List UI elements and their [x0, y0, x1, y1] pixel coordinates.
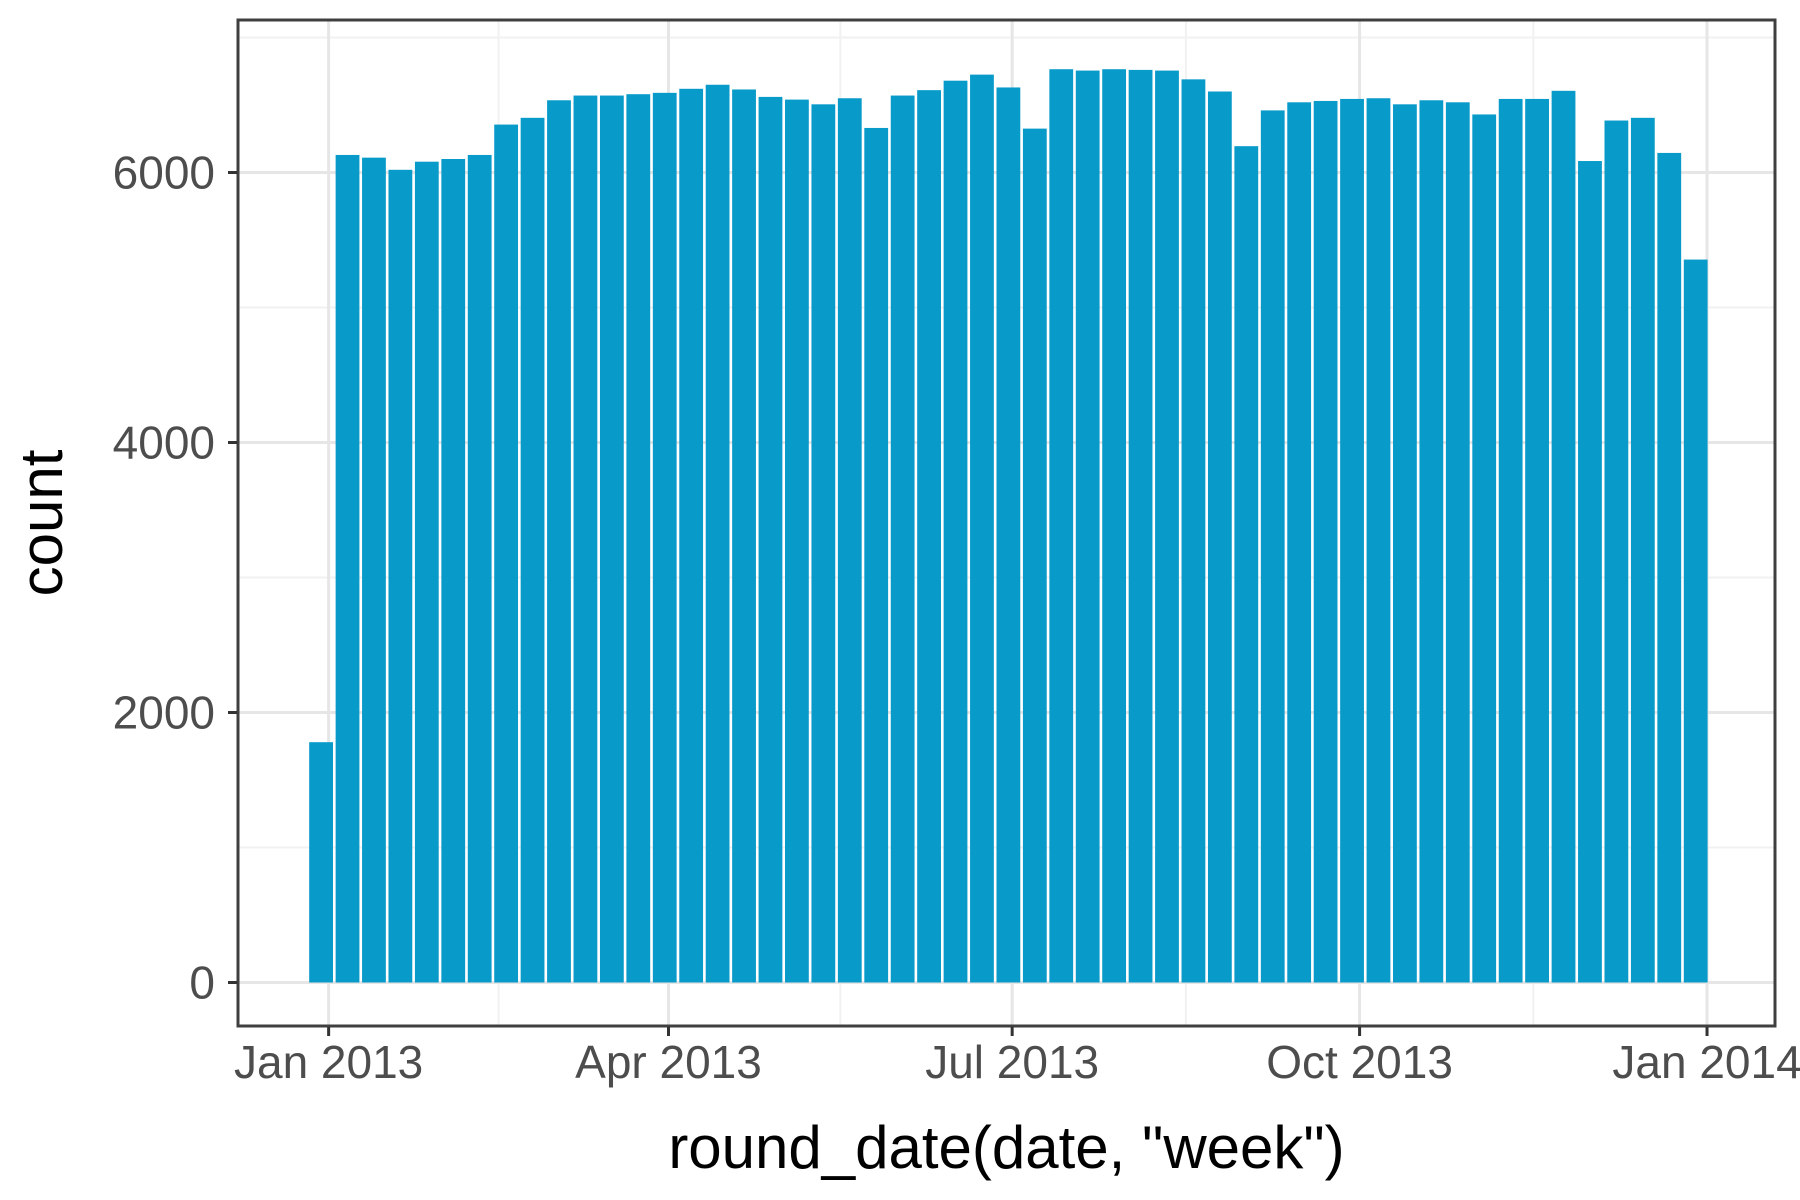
bar-week-2013-10-20	[1419, 100, 1444, 983]
bar-week-2013-07-14	[1049, 69, 1074, 983]
y-tick-label: 6000	[113, 147, 215, 199]
bar-week-2013-04-21	[732, 89, 756, 983]
axis-tick-marks	[228, 171, 1709, 1036]
bar-week-2013-03-24	[626, 94, 651, 983]
bar-week-2013-08-25	[1207, 91, 1232, 983]
bar-week-2013-10-06	[1366, 98, 1391, 983]
bar-week-2013-02-17	[494, 124, 519, 983]
bar-week-2013-09-01	[1234, 146, 1259, 983]
x-tick-label: Jul 2013	[925, 1036, 1099, 1088]
bar-week-2013-09-22	[1313, 100, 1338, 983]
bar-week-2013-11-17	[1525, 98, 1549, 983]
y-tick-label: 4000	[113, 417, 215, 469]
bar-week-2013-04-07	[679, 88, 704, 983]
bar-week-2013-04-28	[758, 96, 783, 983]
x-tick-label: Apr 2013	[575, 1036, 762, 1088]
bar-week-2013-12-29	[1683, 259, 1708, 983]
bar-week-2013-06-02	[890, 95, 915, 983]
bar-week-2013-01-27	[414, 161, 439, 983]
bar-week-2013-02-03	[441, 159, 466, 983]
bar-week-2013-12-08	[1604, 120, 1629, 983]
x-tick-label: Jan 2013	[234, 1036, 423, 1088]
bar-week-2013-05-12	[811, 104, 836, 983]
bar-week-2013-01-13	[362, 157, 386, 983]
y-tick-label: 0	[189, 957, 215, 1009]
bar-week-2013-08-18	[1181, 79, 1206, 983]
bar-week-2013-03-10	[573, 95, 598, 983]
bar-week-2013-07-28	[1102, 69, 1127, 983]
bar-week-2013-02-24	[520, 117, 545, 983]
bar-week-2013-12-15	[1630, 117, 1655, 983]
bars	[309, 69, 1708, 983]
bar-week-2013-10-27	[1445, 102, 1470, 983]
bar-week-2013-06-09	[917, 90, 941, 983]
bar-week-2013-07-21	[1075, 70, 1100, 983]
x-tick-label: Oct 2013	[1266, 1036, 1453, 1088]
bar-week-2013-04-14	[705, 84, 730, 983]
x-axis-tick-labels: Jan 2013 Apr 2013 Jul 2013 Oct 2013 Jan 2014	[234, 1036, 1800, 1088]
x-tick-label: Jan 2014	[1612, 1036, 1800, 1088]
bar-week-2013-08-04	[1128, 69, 1153, 983]
bar-week-2013-11-10	[1498, 98, 1523, 983]
bar-week-2013-10-13	[1393, 104, 1417, 983]
bar-week-2013-03-31	[652, 92, 677, 983]
bar-week-2013-05-26	[864, 127, 889, 983]
bar-week-2013-03-03	[547, 100, 571, 983]
panel-border	[236, 18, 1777, 1028]
bar-week-2013-11-24	[1551, 90, 1576, 983]
bar-week-2013-05-19	[837, 98, 862, 983]
bar-week-2013-07-07	[1022, 128, 1047, 983]
y-axis-tick-labels: 0 2000 4000 6000	[113, 147, 215, 1009]
bar-week-2013-12-01	[1578, 161, 1602, 983]
bar-week-2013-09-15	[1287, 102, 1312, 983]
bar-week-2013-09-08	[1260, 110, 1285, 983]
bar-week-2013-01-20	[388, 169, 413, 983]
bar-week-2013-08-11	[1155, 70, 1179, 983]
bar-week-2012-12-30	[309, 742, 333, 983]
y-tick-label: 2000	[113, 687, 215, 739]
bar-week-2013-03-17	[599, 95, 624, 983]
bar-week-2013-06-23	[970, 74, 994, 983]
bar-week-2013-06-16	[943, 80, 968, 983]
bar-week-2013-06-30	[996, 87, 1021, 983]
x-axis-title: round_date(date, "week")	[668, 1114, 1344, 1181]
bar-week-2013-11-03	[1472, 114, 1497, 983]
bar-week-2013-01-06	[335, 154, 360, 983]
bar-week-2013-09-29	[1340, 98, 1364, 983]
y-axis-title: count	[8, 449, 75, 596]
bar-week-2013-12-22	[1657, 152, 1682, 983]
bar-week-2013-05-05	[785, 99, 809, 983]
bar-week-2013-02-10	[467, 154, 492, 983]
